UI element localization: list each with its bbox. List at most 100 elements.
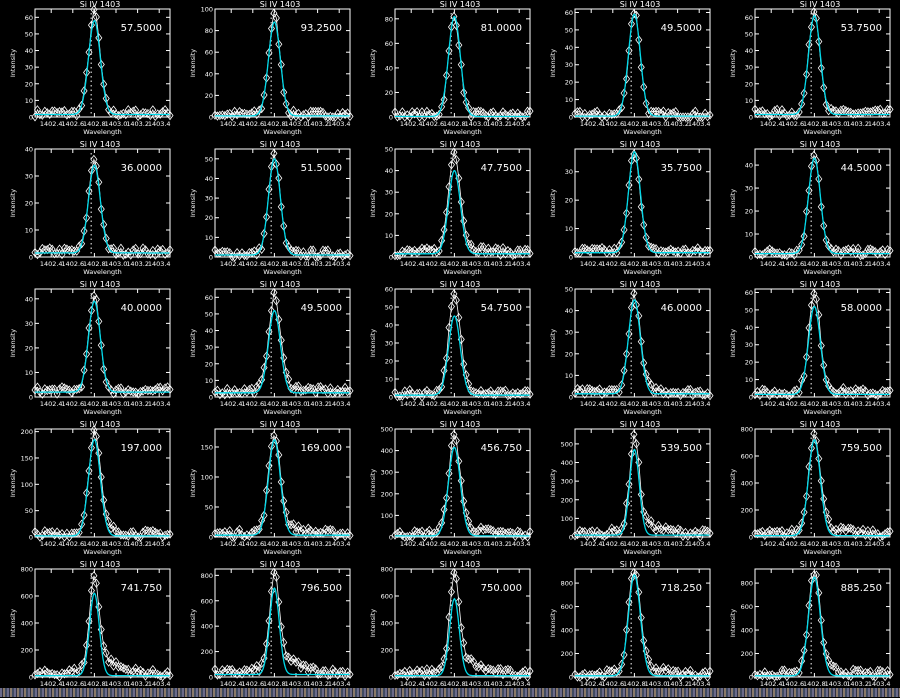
observed-point [766, 670, 774, 680]
y-tick-label: 30 [205, 344, 213, 352]
observed-point [102, 648, 110, 658]
observed-point [844, 523, 852, 533]
y-tick-label: 100 [201, 6, 213, 14]
fit-curve [35, 164, 170, 254]
observed-point [519, 531, 527, 541]
observed-point [623, 208, 631, 218]
observed-point [294, 381, 302, 391]
observed-point [408, 669, 416, 679]
y-axis-label: Intensity [369, 49, 377, 77]
x-tick-label: 1402.4 [40, 260, 63, 268]
y-tick-label: 10 [565, 96, 573, 104]
observed-point [642, 511, 650, 521]
x-tick-label: 1402.4 [220, 540, 243, 548]
x-tick-label: 1403.0 [465, 680, 488, 688]
y-tick-label: 0 [29, 534, 33, 542]
observed-point [849, 390, 857, 400]
observed-point [420, 112, 428, 122]
observed-point [391, 530, 399, 540]
observed-point [857, 528, 865, 538]
observed-point [751, 389, 759, 400]
observed-point [90, 425, 98, 435]
panel-value-label: 796.500 [301, 583, 342, 594]
observed-point [238, 530, 246, 540]
observed-point [270, 287, 278, 298]
observed-point [127, 669, 135, 679]
observed-point [516, 670, 524, 680]
bottom-noise-strip [0, 688, 900, 697]
x-axis-label: Wavelength [263, 128, 302, 136]
y-tick-label: 20 [745, 359, 753, 367]
y-tick-label: 10 [205, 377, 213, 385]
y-tick-label: 30 [745, 185, 753, 193]
y-tick-label: 400 [381, 447, 393, 455]
y-axis-label: Intensity [549, 469, 557, 497]
plot-frame [754, 8, 891, 118]
y-tick-label: 400 [381, 620, 393, 628]
observed-point [413, 248, 421, 258]
observed-point [166, 245, 174, 255]
observed-point [684, 668, 692, 679]
plot-frame [574, 148, 711, 258]
observed-point [571, 108, 579, 119]
observed-point [761, 248, 769, 258]
x-tick-label: 1403.0 [285, 260, 308, 268]
observed-point [795, 387, 803, 398]
x-tick-label: 1403.4 [148, 400, 171, 408]
x-tick-label: 1402.6 [601, 680, 624, 688]
observed-point [119, 250, 127, 260]
y-tick-label: 20 [385, 358, 393, 366]
observed-point [151, 250, 159, 260]
observed-point [489, 246, 497, 257]
observed-point [526, 248, 534, 259]
y-tick-label: 40 [205, 327, 213, 335]
y-tick-label: 20 [565, 350, 573, 358]
y-tick-label: 0 [29, 394, 33, 402]
observed-point [307, 663, 315, 673]
plot-frame [574, 428, 711, 538]
x-tick-label: 1403.4 [328, 260, 351, 268]
spectrum-panel: Si IV 1403 0 200 400 600 800 1402.41402.61402.… [369, 560, 534, 696]
x-tick-label: 1402.4 [220, 120, 243, 128]
x-tick-label: 1403.2 [666, 400, 689, 408]
observed-point [847, 523, 855, 534]
x-tick-label: 1402.4 [760, 260, 783, 268]
observed-point [603, 248, 611, 258]
y-tick-label: 400 [741, 480, 753, 488]
observed-point [647, 516, 655, 526]
observed-point [588, 109, 596, 119]
observed-point [319, 528, 327, 538]
x-tick-label: 1403.2 [486, 400, 509, 408]
x-tick-label: 1402.6 [421, 400, 444, 408]
observed-point [761, 530, 769, 540]
x-tick-label: 1403.2 [486, 120, 509, 128]
observed-point [854, 108, 862, 118]
observed-point [583, 383, 591, 394]
y-tick-label: 300 [561, 478, 573, 486]
x-tick-label: 1402.4 [220, 260, 243, 268]
y-tick-label: 150 [21, 454, 33, 462]
y-tick-label: 0 [29, 254, 33, 262]
fit-curve [35, 19, 170, 116]
observed-point [501, 665, 509, 675]
x-tick-label: 1403.2 [666, 120, 689, 128]
y-axis-label: Intensity [729, 329, 737, 357]
y-tick-label: 0 [569, 674, 573, 682]
panel-value-label: 54.7500 [481, 303, 522, 314]
panel-title: Si IV 1403 [440, 280, 481, 289]
x-tick-label: 1402.4 [400, 120, 423, 128]
observed-point [460, 638, 468, 648]
observed-point [795, 107, 803, 117]
y-tick-label: 800 [381, 566, 393, 574]
x-tick-label: 1403.2 [126, 540, 149, 548]
y-tick-label: 0 [389, 114, 393, 122]
observed-point [321, 111, 329, 121]
fit-curve [215, 587, 350, 676]
x-tick-label: 1402.4 [580, 120, 603, 128]
observed-point [519, 388, 527, 398]
y-tick-label: 200 [381, 490, 393, 498]
observed-point [773, 104, 781, 115]
observed-point [331, 252, 339, 262]
x-tick-label: 1403.2 [486, 540, 509, 548]
x-tick-label: 1402.6 [241, 680, 264, 688]
